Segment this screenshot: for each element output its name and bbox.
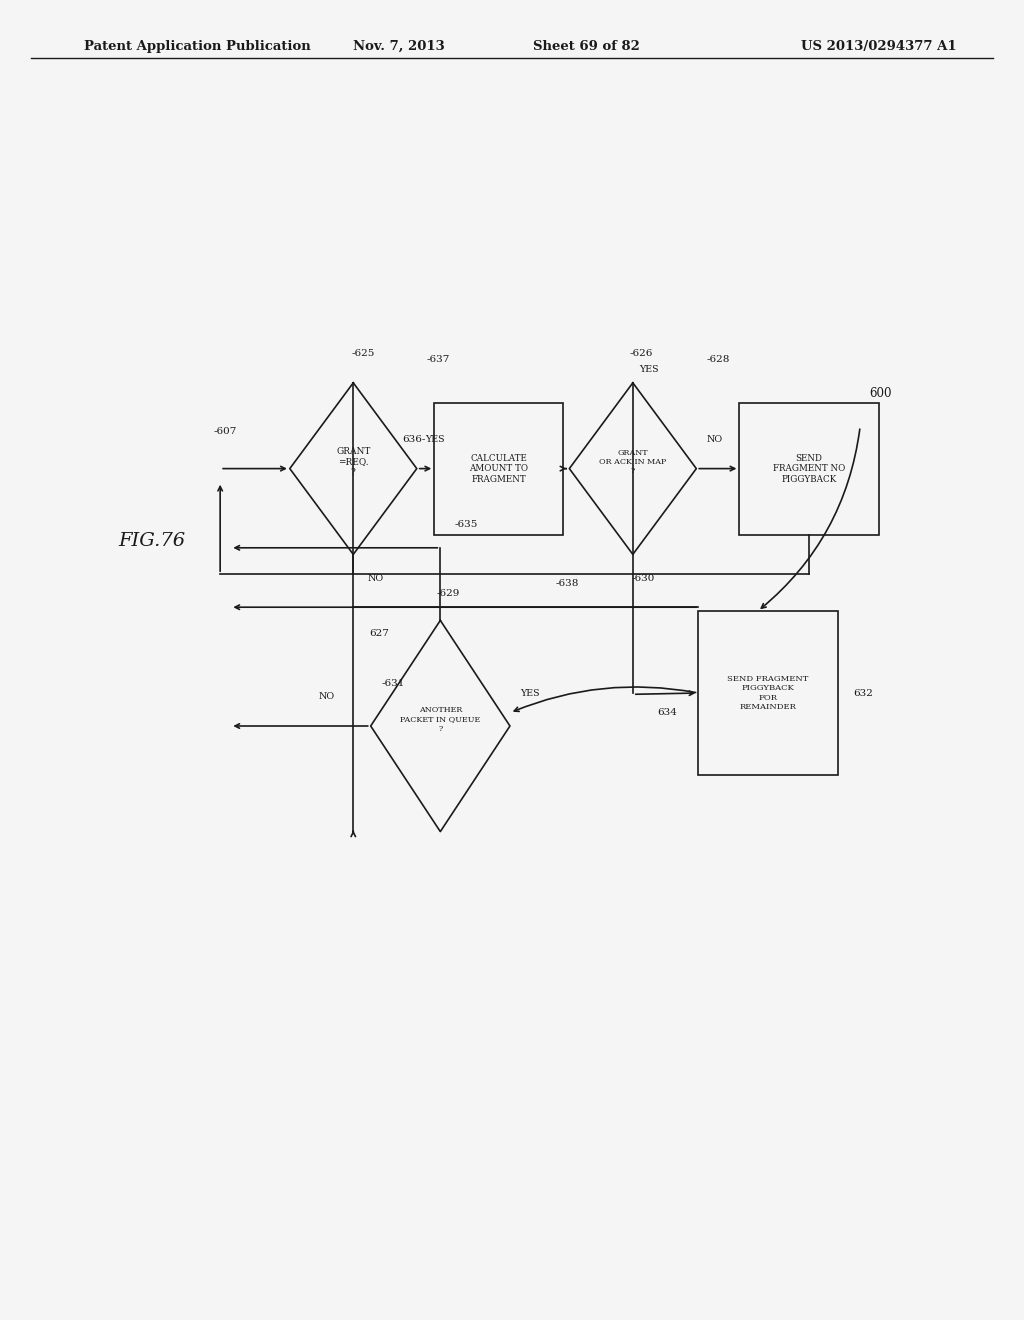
Bar — [434, 403, 563, 535]
Text: -626: -626 — [630, 350, 652, 358]
Polygon shape — [569, 383, 696, 554]
Text: 627: 627 — [369, 630, 389, 638]
Text: YES: YES — [639, 366, 659, 374]
Text: -635: -635 — [455, 520, 477, 528]
Polygon shape — [290, 383, 417, 554]
Text: 632: 632 — [853, 689, 872, 697]
Text: SEND
FRAGMENT NO
PIGGYBACK: SEND FRAGMENT NO PIGGYBACK — [773, 454, 845, 483]
Text: NO: NO — [318, 693, 335, 701]
Text: Patent Application Publication: Patent Application Publication — [84, 40, 310, 53]
Text: NO: NO — [368, 574, 384, 582]
Text: -629: -629 — [437, 590, 460, 598]
Text: CALCULATE
AMOUNT TO
FRAGMENT: CALCULATE AMOUNT TO FRAGMENT — [469, 454, 528, 483]
Text: US 2013/0294377 A1: US 2013/0294377 A1 — [801, 40, 956, 53]
Text: FIG.76: FIG.76 — [118, 532, 185, 550]
Bar — [739, 403, 879, 535]
Text: Nov. 7, 2013: Nov. 7, 2013 — [353, 40, 445, 53]
Text: YES: YES — [520, 689, 540, 697]
Bar — [698, 611, 838, 775]
Text: -631: -631 — [382, 680, 404, 688]
Text: 600: 600 — [869, 387, 892, 400]
Text: -638: -638 — [555, 579, 579, 587]
Text: -630: -630 — [632, 574, 654, 582]
Text: -625: -625 — [352, 350, 375, 358]
Text: SEND FRAGMENT
PIGGYBACK
FOR
REMAINDER: SEND FRAGMENT PIGGYBACK FOR REMAINDER — [727, 676, 809, 710]
Text: 636-: 636- — [402, 436, 426, 444]
Polygon shape — [371, 620, 510, 832]
Text: -628: -628 — [707, 355, 730, 363]
Text: YES: YES — [425, 436, 444, 444]
Text: -637: -637 — [427, 355, 451, 363]
Text: GRANT
=REQ.
?: GRANT =REQ. ? — [336, 447, 371, 477]
Text: GRANT
OR ACK IN MAP
?: GRANT OR ACK IN MAP ? — [599, 449, 667, 475]
Text: ANOTHER
PACKET IN QUEUE
?: ANOTHER PACKET IN QUEUE ? — [400, 706, 480, 733]
Text: -607: -607 — [214, 428, 237, 436]
Text: 634: 634 — [657, 709, 678, 717]
Text: Sheet 69 of 82: Sheet 69 of 82 — [534, 40, 640, 53]
Text: NO: NO — [707, 436, 723, 444]
